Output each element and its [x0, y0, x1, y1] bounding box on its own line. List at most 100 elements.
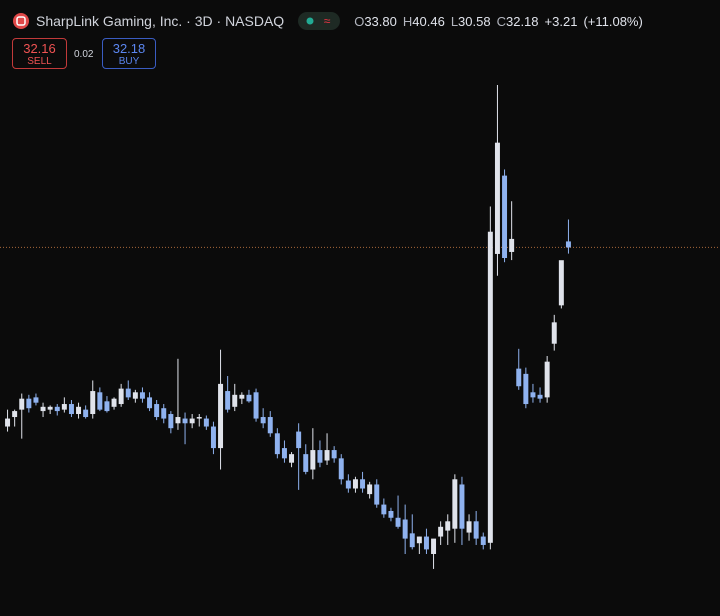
candle-body — [544, 361, 550, 398]
logo — [13, 13, 29, 29]
candle — [310, 428, 316, 480]
candle-body — [19, 398, 25, 410]
candle-body — [530, 392, 536, 398]
candle-body — [431, 538, 437, 554]
candle — [210, 421, 216, 455]
candle — [381, 498, 387, 518]
candle-body — [161, 408, 167, 419]
candle-body — [303, 454, 309, 472]
candle-body — [416, 536, 422, 544]
candle — [324, 433, 330, 465]
ohlc-prefix: O — [354, 13, 365, 29]
candle — [54, 404, 60, 416]
candle-body — [225, 391, 231, 410]
change-pct: (+11.08%) — [583, 13, 643, 29]
symbol-title: SharpLink Gaming, Inc. · 3D · NASDAQ — [36, 13, 285, 29]
candle-body — [459, 484, 465, 529]
candle — [480, 532, 486, 550]
candle-body — [12, 411, 18, 418]
candle-body — [423, 536, 429, 550]
candle-body — [345, 480, 351, 489]
sell-button[interactable]: 32.16 SELL — [12, 38, 67, 69]
candle-body — [253, 392, 259, 419]
candle-body — [537, 394, 543, 399]
candle-body — [189, 418, 195, 424]
spread: 0.02 — [74, 49, 94, 60]
ohlc-item: O33.80 — [354, 14, 397, 29]
candle — [19, 393, 25, 439]
candle — [551, 314, 557, 351]
candle — [40, 402, 46, 418]
candle — [509, 201, 515, 261]
buy-button[interactable]: 32.18 BUY — [102, 38, 156, 69]
candle-body — [111, 398, 117, 407]
ohlc: O33.80 H40.46 L30.58 C32.18 +3.21 (+11.08%) — [354, 14, 643, 29]
candle — [76, 402, 82, 419]
candle — [367, 481, 373, 499]
candle-body — [281, 448, 287, 459]
sell-price: 32.16 — [23, 41, 56, 56]
buy-label: BUY — [118, 56, 140, 67]
candle-body — [352, 479, 358, 489]
candle — [530, 383, 536, 403]
candle — [182, 412, 188, 445]
candle-body — [310, 450, 316, 470]
candle — [502, 169, 508, 263]
candle-body — [40, 406, 46, 412]
candle — [154, 399, 160, 421]
candle — [253, 388, 259, 422]
candle — [218, 349, 224, 470]
candle — [317, 440, 323, 468]
candle-body — [210, 426, 216, 449]
candle — [445, 514, 451, 545]
candle — [281, 440, 287, 463]
candle-body — [388, 510, 394, 518]
candle — [225, 376, 231, 413]
candle — [132, 389, 138, 403]
candle — [409, 514, 415, 550]
candle-body — [47, 406, 53, 410]
candle-body — [239, 394, 245, 399]
candle-body — [196, 417, 202, 419]
candle-body — [317, 450, 323, 463]
candle — [544, 356, 550, 403]
candle — [360, 471, 366, 493]
candle-body — [68, 404, 74, 415]
candle — [296, 423, 302, 490]
candle — [161, 404, 167, 424]
candle — [289, 452, 295, 468]
candle — [431, 538, 437, 569]
candle-body — [516, 368, 522, 387]
candle-body — [104, 401, 110, 412]
candle-body — [438, 526, 444, 537]
candle — [274, 428, 280, 459]
candle-body — [445, 521, 451, 531]
candle-body — [402, 519, 408, 539]
candle — [452, 474, 458, 543]
candle-body — [154, 404, 160, 418]
candle — [189, 414, 195, 429]
candle-body — [374, 484, 380, 505]
candle-body — [367, 484, 373, 495]
candle — [118, 383, 124, 407]
candle-body — [289, 454, 295, 463]
candle-body — [565, 241, 571, 248]
candle — [303, 444, 309, 475]
header: SharpLink Gaming, Inc. · 3D · NASDAQ ≈ O… — [12, 11, 643, 31]
candle — [423, 528, 429, 554]
candle — [374, 479, 380, 508]
candle — [352, 476, 358, 493]
candle — [345, 474, 351, 493]
candle — [494, 85, 500, 276]
candle — [61, 397, 67, 413]
ohlc-item: H40.46 — [403, 14, 445, 29]
ohlc-item: C32.18 — [497, 14, 539, 29]
candle — [125, 380, 131, 400]
buy-price: 32.18 — [112, 41, 146, 56]
candle — [196, 414, 202, 427]
candle-body — [26, 398, 32, 409]
candle-body — [33, 397, 39, 403]
ohlc-prefix: L — [450, 13, 459, 29]
candle-body — [139, 392, 145, 399]
